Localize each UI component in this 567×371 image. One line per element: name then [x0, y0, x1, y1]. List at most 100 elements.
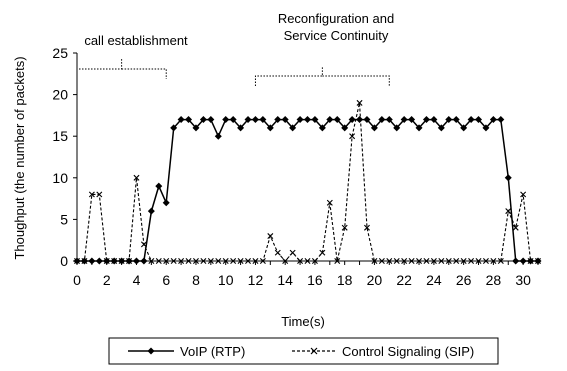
- data-point-sip: [304, 258, 311, 264]
- x-tick-label: 2: [103, 272, 111, 288]
- data-point-voip: [519, 257, 527, 265]
- data-point-sip: [497, 258, 504, 264]
- data-point-sip: [326, 199, 333, 206]
- x-tick-label: 10: [218, 272, 234, 288]
- data-point-voip: [489, 116, 497, 124]
- data-point-sip: [297, 258, 304, 264]
- data-point-voip: [274, 116, 282, 124]
- data-point-sip: [252, 258, 259, 264]
- data-point-voip: [222, 116, 230, 124]
- data-point-voip: [237, 124, 245, 132]
- data-point-sip: [81, 258, 88, 264]
- data-point-voip: [266, 124, 274, 132]
- data-point-voip: [467, 116, 475, 124]
- x-tick-label: 28: [486, 272, 502, 288]
- annotations: call establishment Reconfiguration and Ser…: [76, 11, 394, 86]
- x-axis-label: Time(s): [281, 314, 325, 329]
- data-point-sip: [371, 258, 378, 264]
- data-point-sip: [126, 258, 133, 264]
- data-point-voip: [229, 116, 237, 124]
- data-point-sip: [230, 258, 237, 264]
- data-point-voip: [289, 124, 297, 132]
- data-point-voip: [296, 116, 304, 124]
- data-point-sip: [215, 258, 222, 264]
- data-point-voip: [512, 257, 520, 265]
- x-tick-label: 26: [456, 272, 472, 288]
- data-point-voip: [192, 124, 200, 132]
- data-point-sip: [520, 191, 527, 198]
- data-point-sip: [468, 258, 475, 264]
- annotation-bracket: [76, 59, 167, 79]
- data-point-sip: [103, 258, 110, 264]
- data-point-voip: [95, 257, 103, 265]
- series-sip: [74, 99, 541, 264]
- data-point-sip: [460, 258, 467, 264]
- data-point-sip: [445, 258, 452, 264]
- data-point-sip: [207, 258, 214, 264]
- data-point-voip: [348, 116, 356, 124]
- series-voip: [73, 116, 542, 265]
- legend-label-voip: VoIP (RTP): [180, 344, 245, 359]
- y-tick-label: 0: [60, 253, 68, 269]
- x-tick-label: 6: [162, 272, 170, 288]
- data-point-voip: [259, 116, 267, 124]
- data-point-voip: [378, 116, 386, 124]
- data-point-sip: [490, 258, 497, 264]
- data-point-voip: [430, 116, 438, 124]
- legend-marker-sip: [310, 347, 318, 355]
- data-point-sip: [163, 258, 170, 264]
- data-point-sip: [386, 258, 393, 264]
- y-tick-label: 5: [60, 211, 68, 227]
- data-point-voip: [504, 174, 512, 182]
- x-axis: 0 2 4 6 8 10 12 14 16 18 20 22 24 26 28 30: [73, 260, 539, 288]
- data-point-sip: [222, 258, 229, 264]
- data-point-sip: [118, 258, 125, 264]
- data-point-voip: [281, 116, 289, 124]
- data-point-sip: [170, 258, 177, 264]
- x-tick-label: 14: [277, 272, 293, 288]
- legend-marker-voip: [147, 347, 155, 355]
- data-point-voip: [177, 116, 185, 124]
- data-point-sip: [267, 233, 274, 240]
- data-point-sip: [505, 208, 512, 215]
- x-tick-label: 8: [192, 272, 200, 288]
- data-point-sip: [133, 174, 140, 181]
- series-layer: [73, 99, 542, 265]
- data-point-sip: [88, 191, 95, 198]
- series-line: [77, 118, 538, 262]
- data-point-voip: [318, 124, 326, 132]
- y-axis: 0 5 10 15 20 25: [52, 45, 78, 269]
- x-tick-label: 16: [307, 272, 323, 288]
- x-tick-label: 22: [396, 272, 412, 288]
- data-point-voip: [356, 116, 364, 124]
- data-point-voip: [244, 116, 252, 124]
- data-point-sip: [74, 258, 80, 264]
- data-point-voip: [140, 257, 148, 265]
- data-point-sip: [259, 258, 266, 264]
- annotation-label: Reconfiguration and Service Continuity: [278, 11, 394, 43]
- data-point-sip: [438, 258, 445, 264]
- data-point-sip: [349, 133, 356, 140]
- data-point-voip: [207, 116, 215, 124]
- data-point-voip: [88, 257, 96, 265]
- y-tick-label: 10: [52, 170, 68, 186]
- y-tick-label: 15: [52, 128, 68, 144]
- data-point-sip: [282, 258, 289, 264]
- data-point-voip: [370, 124, 378, 132]
- data-point-voip: [482, 124, 490, 132]
- data-point-voip: [304, 116, 311, 124]
- y-tick-label: 25: [52, 45, 68, 61]
- data-point-sip: [334, 258, 341, 264]
- data-point-voip: [452, 116, 460, 124]
- series-line: [77, 102, 538, 262]
- data-point-sip: [155, 258, 162, 264]
- data-point-sip: [416, 258, 423, 264]
- data-point-voip: [326, 116, 334, 124]
- data-point-voip: [422, 116, 430, 124]
- data-point-voip: [170, 124, 178, 132]
- data-point-voip: [393, 124, 401, 132]
- data-point-sip: [393, 258, 400, 264]
- data-point-sip: [535, 258, 541, 264]
- data-point-sip: [363, 224, 370, 231]
